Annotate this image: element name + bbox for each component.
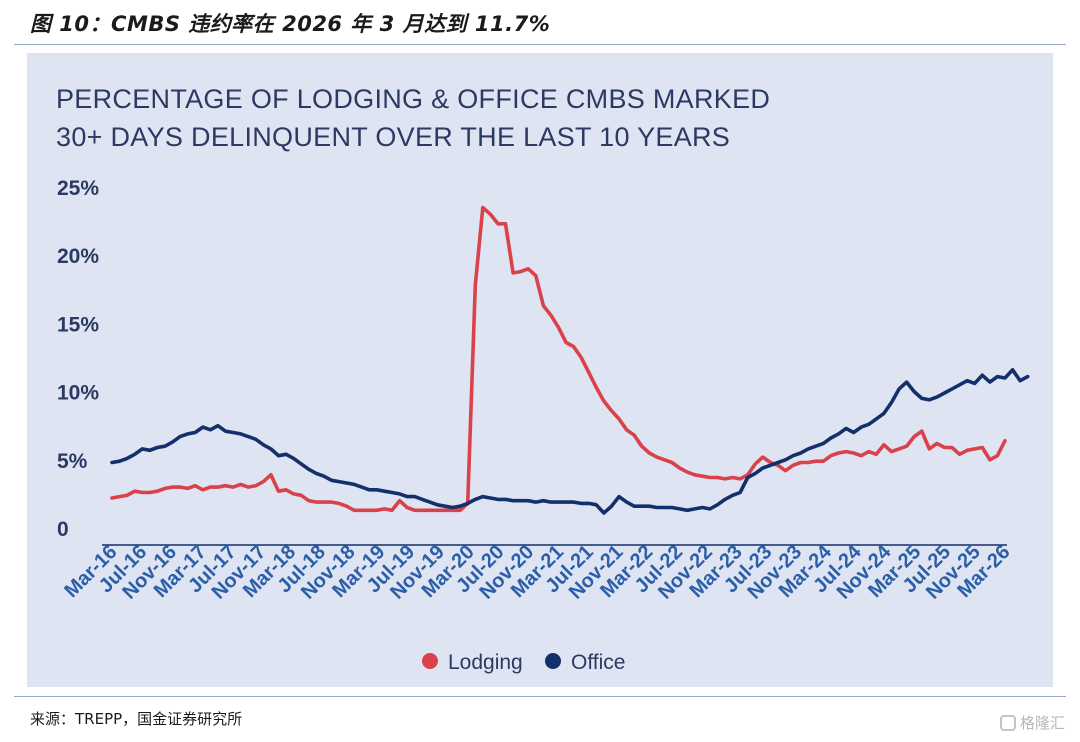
y-tick-label: 5% [57, 450, 88, 473]
chart-panel [27, 53, 1053, 687]
legend-marker-office [545, 653, 561, 669]
figure-title: 图 10：CMBS 违约率在 2026 年 3 月达到 11.7% [30, 12, 551, 36]
legend-marker-lodging [422, 653, 438, 669]
series-line-office [110, 368, 1030, 515]
top-divider [14, 44, 1066, 45]
watermark-text: 格隆汇 [1020, 714, 1066, 732]
legend[interactable]: Lodging Office [422, 651, 625, 674]
y-tick-label: 15% [57, 313, 99, 336]
plot-area [110, 205, 1030, 515]
watermark: 格隆汇 [1000, 712, 1065, 733]
watermark-logo-icon [1000, 714, 1016, 731]
legend-label-office: Office [571, 651, 625, 674]
chart-title-line-2: 30+ DAYS DELINQUENT OVER THE LAST 10 YEA… [56, 122, 731, 152]
y-axis: 0 5% 10% 15% 20% 25% [57, 177, 99, 541]
y-tick-label: 10% [57, 382, 99, 405]
source-note: 来源：TREPP，国金证券研究所 [30, 710, 243, 728]
y-tick-label: 25% [57, 177, 99, 200]
x-axis: Mar-16Jul-16Nov-16Mar-17Jul-17Nov-17Mar-… [60, 540, 1014, 603]
bottom-divider [14, 696, 1066, 697]
series-line-lodging [110, 205, 1007, 513]
chart-title-line-1: PERCENTAGE OF LODGING & OFFICE CMBS MARK… [56, 84, 771, 114]
y-tick-label: 20% [57, 245, 99, 268]
chart-title: PERCENTAGE OF LODGING & OFFICE CMBS MARK… [56, 80, 956, 156]
legend-label-lodging: Lodging [448, 651, 523, 674]
y-tick-label: 0 [57, 518, 69, 541]
